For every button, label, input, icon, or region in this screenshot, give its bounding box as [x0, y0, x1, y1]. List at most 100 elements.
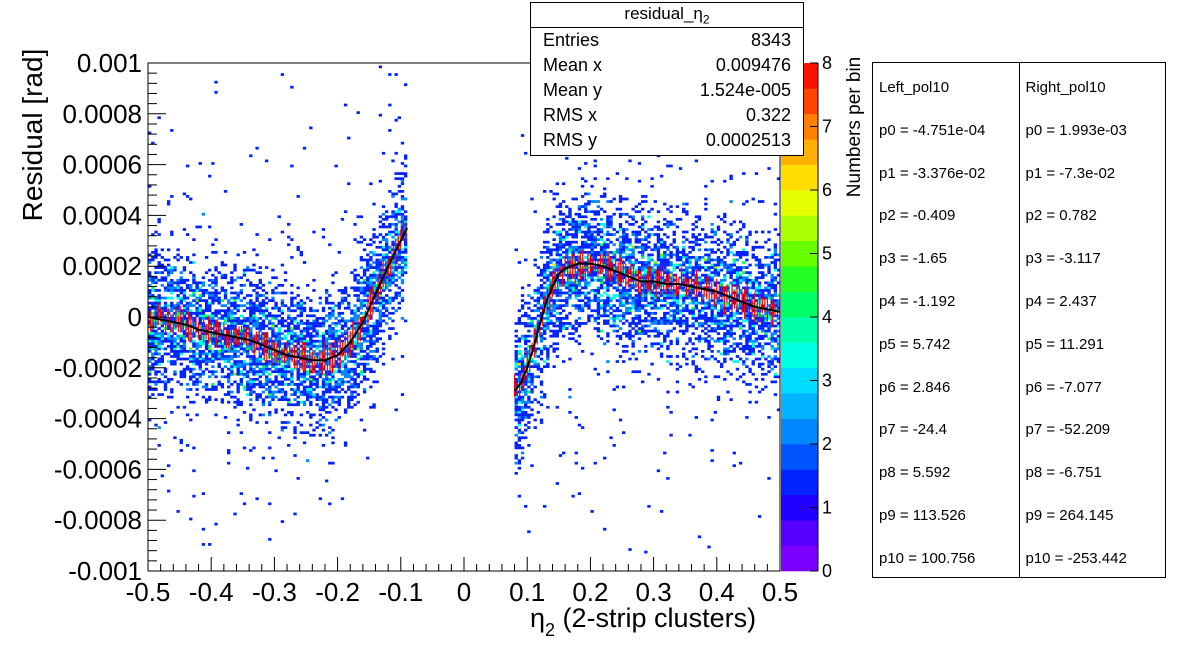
heatmap-cell	[767, 329, 771, 333]
heatmap-cell	[612, 314, 616, 318]
heatmap-cell	[659, 240, 664, 244]
heatmap-cell	[729, 332, 733, 335]
heatmap-cell	[204, 306, 209, 310]
heatmap-cell	[343, 324, 348, 328]
heatmap-cell	[694, 319, 699, 323]
heatmap-cell	[394, 294, 398, 297]
heatmap-cell	[166, 286, 171, 290]
heatmap-cell	[682, 294, 686, 297]
heatmap-cell	[283, 421, 288, 424]
heatmap-cell	[530, 319, 534, 323]
heatmap-cell	[179, 276, 183, 280]
heatmap-cell	[394, 268, 398, 272]
heatmap-cell	[682, 306, 686, 310]
heatmap-cell	[302, 388, 307, 391]
heatmap-cell	[640, 329, 645, 333]
heatmap-cell	[353, 309, 357, 313]
heatmap-cell	[192, 446, 196, 450]
heatmap-cell	[372, 355, 376, 358]
heatmap-cell	[255, 497, 259, 501]
heatmap-cell	[154, 271, 158, 275]
heatmap-cell	[274, 395, 278, 399]
heatmap-cell	[757, 342, 762, 346]
heatmap-cell	[211, 273, 215, 277]
heatmap-cell	[596, 299, 601, 302]
heatmap-cell	[596, 210, 601, 214]
heatmap-cell	[347, 398, 351, 402]
heatmap-cell	[593, 235, 597, 239]
heatmap-cell	[584, 205, 588, 208]
heatmap-cell	[324, 375, 329, 379]
heatmap-cell	[204, 367, 209, 371]
heatmap-cell	[609, 311, 613, 315]
heatmap-cell	[157, 370, 161, 374]
heatmap-cell	[773, 339, 778, 343]
heatmap-cell	[356, 289, 360, 292]
heatmap-cell	[306, 350, 310, 353]
heatmap-cell	[331, 375, 335, 379]
heatmap-cell	[656, 319, 661, 323]
heatmap-cell	[767, 263, 771, 267]
heatmap-cell	[682, 319, 686, 323]
heatmap-cell	[340, 377, 345, 381]
heatmap-cell	[223, 263, 228, 267]
heatmap-cell	[160, 283, 164, 287]
heatmap-cell	[359, 380, 364, 384]
heatmap-cell	[776, 337, 781, 341]
heatmap-cell	[179, 289, 183, 292]
heatmap-cell	[552, 291, 556, 295]
heatmap-cell	[536, 362, 541, 366]
heatmap-cell	[634, 299, 638, 302]
heatmap-cell	[337, 334, 341, 338]
heatmap-cell	[742, 266, 746, 269]
heatmap-cell	[599, 329, 604, 333]
heatmap-cell	[663, 304, 667, 308]
heatmap-cell	[748, 291, 752, 295]
heatmap-cell	[754, 240, 759, 244]
heatmap-cell	[166, 344, 171, 348]
heatmap-cell	[751, 342, 755, 346]
heatmap-cell	[290, 327, 294, 330]
heatmap-cell	[561, 200, 566, 203]
heatmap-cell	[694, 337, 699, 341]
heatmap-cell	[249, 301, 253, 305]
heatmap-cell	[334, 390, 338, 394]
heatmap-cell	[302, 393, 307, 396]
heatmap-cell	[543, 344, 547, 348]
heatmap-cell	[634, 306, 638, 310]
heatmap-cell	[287, 360, 291, 363]
heatmap-cell	[754, 299, 759, 302]
heatmap-cell	[666, 317, 670, 320]
heatmap-cell	[640, 253, 645, 257]
heatmap-cell	[306, 459, 310, 462]
heatmap-cell	[340, 327, 345, 330]
heatmap-cell	[656, 258, 661, 262]
heatmap-cell	[546, 230, 550, 234]
heatmap-cell	[293, 327, 297, 330]
heatmap-cell	[166, 339, 171, 343]
heatmap-cell	[182, 339, 187, 343]
heatmap-cell	[514, 355, 518, 358]
heatmap-cell	[337, 339, 341, 343]
heatmap-cell	[312, 433, 316, 437]
heatmap-cell	[233, 263, 237, 267]
heatmap-cell	[628, 357, 632, 361]
heatmap-cell	[678, 263, 683, 267]
heatmap-cell	[580, 350, 585, 353]
heatmap-cell	[754, 276, 759, 280]
heatmap-cell	[148, 294, 152, 297]
heatmap-cell	[309, 324, 313, 328]
heatmap-cell	[321, 398, 326, 402]
heatmap-cell	[524, 365, 528, 368]
heatmap-cell	[647, 304, 651, 308]
heatmap-cell	[264, 362, 269, 366]
heatmap-cell	[375, 380, 379, 384]
heatmap-cell	[388, 334, 392, 338]
heatmap-cell	[227, 306, 231, 310]
heatmap-cell	[533, 289, 537, 292]
heatmap-cell	[640, 327, 645, 330]
heatmap-cell	[236, 291, 240, 295]
heatmap-cell	[309, 380, 313, 384]
heatmap-cell	[362, 370, 367, 374]
heatmap-cell	[280, 426, 285, 429]
